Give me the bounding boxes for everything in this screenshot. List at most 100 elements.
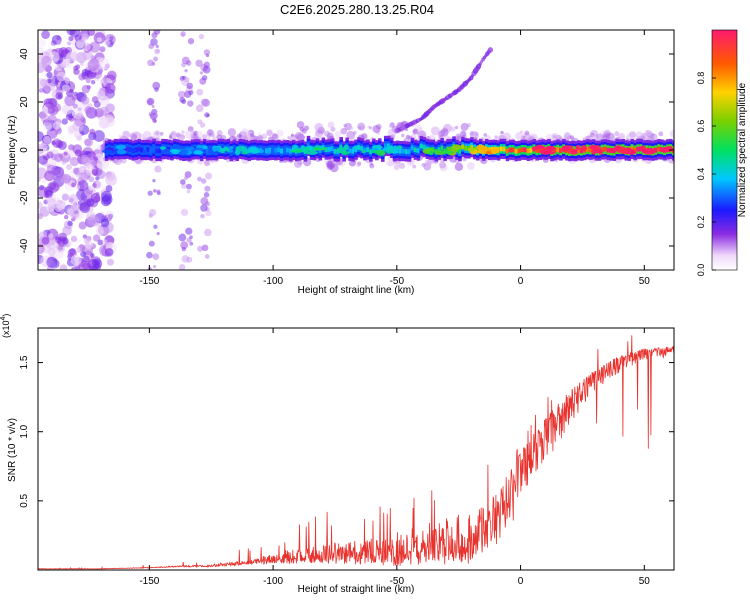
noise-blob — [74, 213, 80, 218]
noise-blob — [81, 173, 88, 180]
noise-blob — [45, 117, 54, 126]
band-cell — [476, 148, 480, 153]
band-halo-blob — [131, 134, 138, 141]
band-cell — [523, 147, 528, 153]
noise-blob — [47, 104, 59, 116]
noise-blob — [69, 157, 79, 167]
band-hotspot — [259, 149, 264, 154]
band-halo-blob — [369, 163, 375, 169]
spectrogram-y-axis: -40 -20 0 20 40 — [19, 48, 674, 253]
noise-blob — [88, 176, 95, 183]
noise-blob — [107, 70, 117, 81]
band-cell — [588, 147, 593, 153]
band-halo-blob — [216, 134, 223, 141]
noise-blob — [93, 100, 101, 108]
band-cell — [576, 147, 581, 153]
noise-column-blob — [204, 254, 210, 259]
band-hotspot — [292, 144, 299, 151]
band-halo-blob — [614, 131, 620, 137]
noise-blob — [103, 39, 111, 47]
band-cell — [511, 147, 516, 153]
noise-blob — [71, 182, 76, 188]
noise-column-blob — [187, 37, 195, 45]
noise-column-blob — [178, 90, 186, 98]
band-cell — [496, 148, 501, 153]
noise-blob — [73, 65, 79, 71]
snr-chart: -150 -100 -50 0 50 0.5 1.0 1.5 (x104) Height o… — [0, 314, 675, 595]
band-halo-blob — [270, 137, 274, 141]
band-cell — [529, 147, 534, 153]
noise-blob — [73, 91, 78, 97]
band-halo-blob — [605, 132, 615, 142]
band-halo-blob — [313, 133, 321, 141]
noise-blob — [57, 245, 63, 251]
noise-column-blob — [152, 81, 161, 90]
band-hotspot — [372, 144, 383, 150]
band-cell — [282, 147, 287, 153]
noise-blob — [84, 106, 93, 114]
noise-column-blob — [152, 253, 160, 261]
band-halo-blob — [494, 135, 499, 140]
snr-scale-base: (x10 — [1, 320, 11, 338]
band-halo-blob — [426, 158, 434, 166]
band-cell — [140, 147, 145, 153]
band-halo-blob — [455, 133, 462, 140]
band-halo-blob — [443, 123, 452, 133]
noise-column-blob — [155, 44, 159, 48]
snr-x-axis: -150 -100 -50 0 50 — [139, 328, 650, 587]
noise-blob — [77, 107, 82, 112]
band-cell — [416, 148, 421, 154]
noise-blob — [89, 41, 101, 53]
band-cell — [232, 147, 237, 153]
noise-blob — [96, 37, 103, 43]
band-cell — [137, 146, 142, 152]
noise-blob — [107, 213, 114, 219]
band-halo-blob — [185, 130, 194, 139]
band-cell — [505, 148, 510, 154]
band-cell — [437, 147, 441, 153]
noise-blob — [41, 30, 50, 39]
noise-column-blob — [152, 178, 156, 183]
noise-column-blob — [156, 189, 161, 194]
noise-blob — [85, 138, 94, 147]
noise-column-blob — [199, 77, 207, 85]
band-halo-blob — [669, 129, 674, 138]
noise-blob — [72, 216, 77, 221]
noise-column-blob — [146, 251, 153, 259]
noise-column-blob — [204, 228, 212, 237]
noise-blob — [38, 143, 45, 155]
noise-column-blob — [185, 227, 193, 235]
band-hotspot — [442, 150, 454, 154]
band-cell — [603, 146, 608, 152]
noise-blob — [42, 135, 51, 144]
band-cell — [333, 148, 338, 154]
noise-blob — [38, 155, 48, 165]
noise-blob — [51, 168, 64, 181]
noise-column-blob — [147, 190, 153, 196]
band-halo-blob — [526, 134, 531, 139]
noise-column-blob — [204, 185, 211, 192]
noise-blob — [100, 218, 110, 228]
band-cell — [559, 148, 563, 153]
noise-blob — [51, 140, 56, 145]
band-cell — [579, 148, 584, 154]
noise-blob — [96, 170, 106, 179]
noise-blob — [66, 208, 74, 216]
noise-column-blob — [155, 48, 161, 54]
x-tick-label: 50 — [639, 276, 651, 287]
band-cell — [205, 148, 210, 153]
noise-column-blob — [151, 104, 155, 108]
band-cell — [386, 143, 391, 149]
y-tick-label: 40 — [19, 48, 30, 60]
noise-blob — [105, 185, 113, 192]
noise-column-blob — [153, 56, 158, 62]
x-tick-label: -100 — [263, 576, 283, 587]
noise-blob — [38, 39, 47, 48]
y-tick-label: 20 — [19, 96, 30, 108]
band-cell — [440, 145, 444, 151]
spectrogram-marks — [38, 30, 674, 270]
band-cell — [149, 148, 153, 153]
noise-blob — [63, 151, 68, 156]
band-hotspot — [142, 149, 148, 153]
